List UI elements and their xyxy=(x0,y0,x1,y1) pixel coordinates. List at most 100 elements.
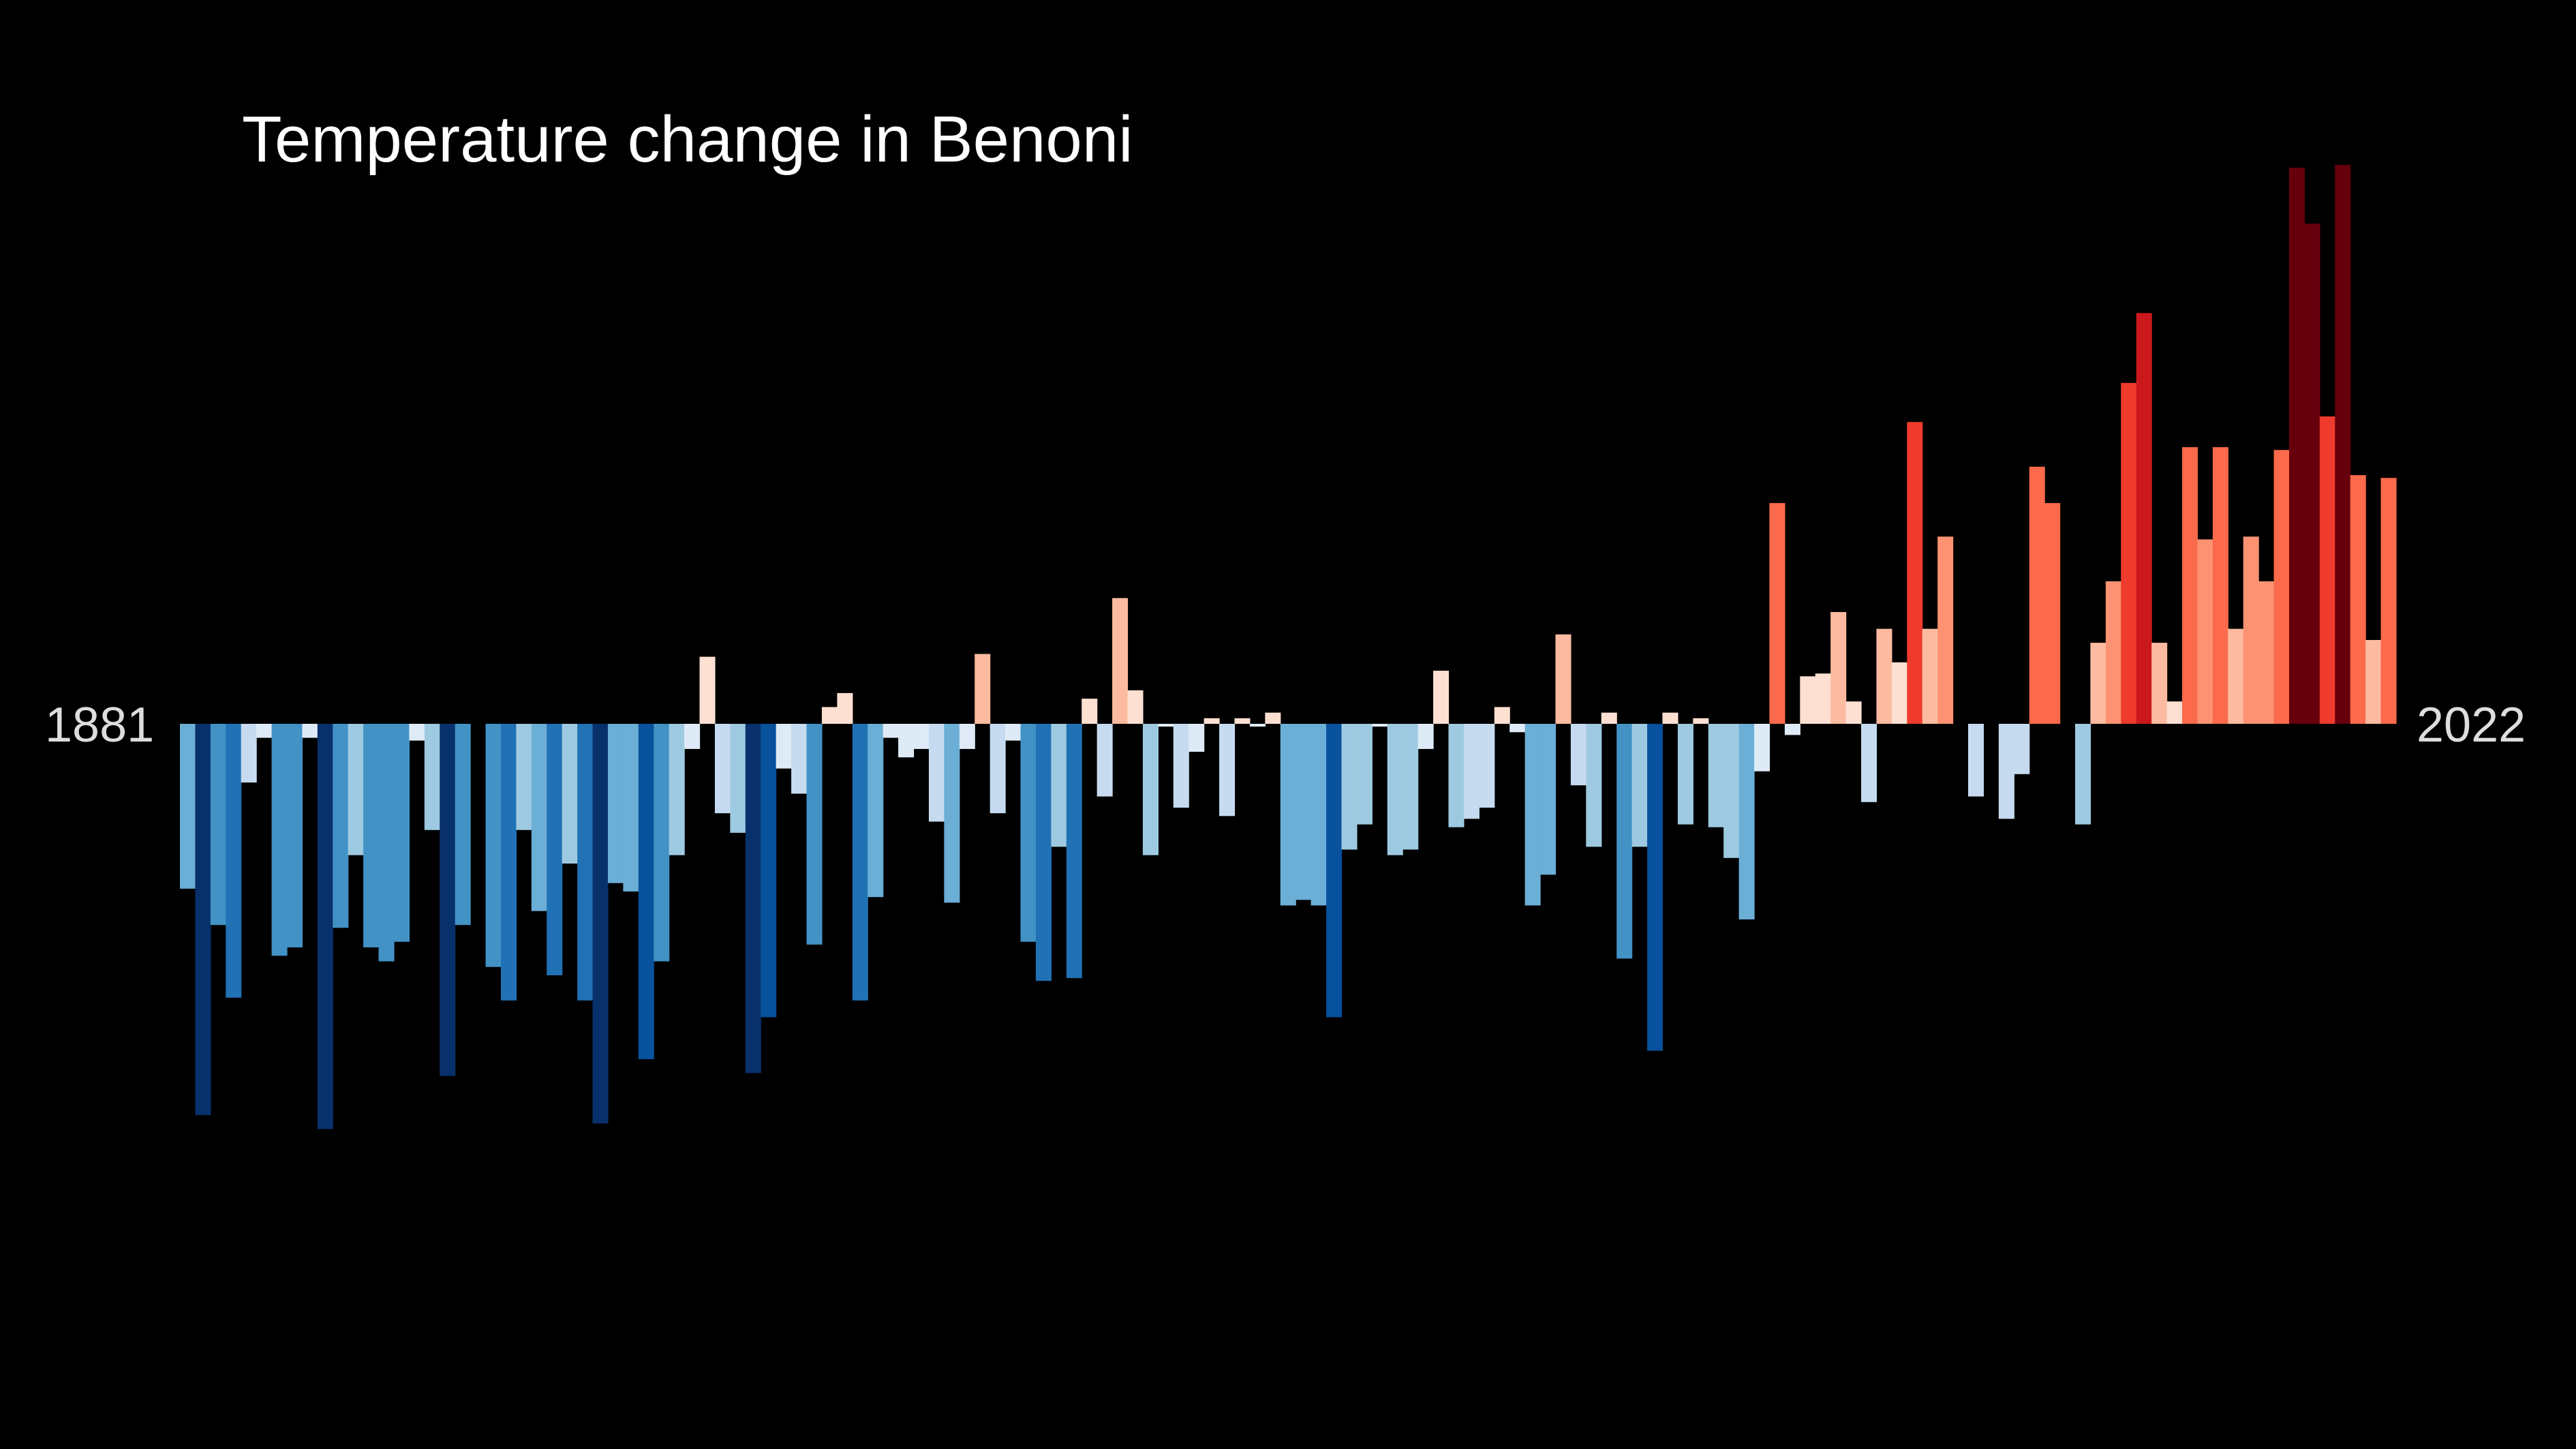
bar-1985 xyxy=(1769,503,1785,724)
bar-1926 xyxy=(868,724,884,898)
bar-2012 xyxy=(2182,447,2198,724)
bar-1928 xyxy=(898,724,915,758)
bar-2009 xyxy=(2136,313,2152,724)
bar-1945 xyxy=(1158,724,1174,727)
bar-1984 xyxy=(1754,724,1770,772)
bar-1881 xyxy=(180,724,196,889)
bar-1936 xyxy=(1020,724,1037,942)
bar-1922 xyxy=(806,724,823,945)
bar-2023 xyxy=(2350,475,2366,724)
bar-1938 xyxy=(1051,724,1067,847)
bar-1975 xyxy=(1616,724,1633,959)
bar-1974 xyxy=(1601,712,1617,724)
bar-1990 xyxy=(1845,701,1862,724)
bar-2025 xyxy=(2380,478,2397,724)
bar-1970 xyxy=(1540,724,1557,875)
bar-1994 xyxy=(1907,422,1923,724)
bar-1967 xyxy=(1494,707,1510,724)
bar-1972 xyxy=(1570,724,1586,786)
bar-1889 xyxy=(302,724,318,738)
bar-2003 xyxy=(2044,503,2061,724)
bar-2001 xyxy=(2014,724,2030,774)
bar-2002 xyxy=(2029,466,2045,724)
bar-1964 xyxy=(1448,724,1465,827)
bar-1935 xyxy=(1005,724,1022,741)
bar-1909 xyxy=(607,724,624,883)
bar-2019 xyxy=(2289,168,2305,724)
bar-1924 xyxy=(837,692,853,724)
bar-1906 xyxy=(562,724,578,864)
bar-1986 xyxy=(1784,724,1800,735)
bar-1977 xyxy=(1647,724,1663,1051)
bar-1907 xyxy=(577,724,594,1001)
bar-1897 xyxy=(424,724,440,830)
bar-1940 xyxy=(1082,699,1098,724)
bar-2005 xyxy=(2075,724,2091,825)
bar-1934 xyxy=(990,724,1006,814)
bar-1996 xyxy=(1937,536,1954,724)
bar-1982 xyxy=(1723,724,1740,858)
bar-1962 xyxy=(1417,724,1434,749)
bar-1932 xyxy=(959,724,975,749)
bar-1992 xyxy=(1876,628,1892,724)
bar-1887 xyxy=(271,724,288,956)
bar-1959 xyxy=(1372,724,1388,727)
bar-1968 xyxy=(1509,724,1526,733)
bar-2010 xyxy=(2151,643,2168,724)
bar-1910 xyxy=(623,724,639,891)
bar-1995 xyxy=(1922,628,1938,724)
bar-1987 xyxy=(1800,676,1816,724)
bar-1885 xyxy=(241,724,257,783)
bar-2018 xyxy=(2273,450,2290,724)
bar-1904 xyxy=(531,724,547,911)
bar-1965 xyxy=(1463,724,1479,819)
bar-1961 xyxy=(1402,724,1419,850)
bar-1927 xyxy=(883,724,899,738)
bar-1912 xyxy=(654,724,670,962)
bar-1882 xyxy=(195,724,211,1115)
bar-1953 xyxy=(1280,724,1296,906)
bar-1929 xyxy=(913,724,930,749)
bar-1963 xyxy=(1433,671,1450,724)
bar-1942 xyxy=(1112,598,1129,724)
bar-1925 xyxy=(852,724,868,1001)
bar-1946 xyxy=(1173,724,1189,808)
bar-1969 xyxy=(1524,724,1541,906)
bar-2022 xyxy=(2335,165,2351,724)
bar-1939 xyxy=(1066,724,1082,979)
bar-1893 xyxy=(363,724,380,947)
bar-2016 xyxy=(2243,536,2259,724)
bar-1991 xyxy=(1861,724,1877,802)
bar-1905 xyxy=(547,724,563,975)
bar-1916 xyxy=(714,724,731,814)
bar-1918 xyxy=(745,724,761,1073)
bar-1988 xyxy=(1815,673,1831,724)
bars-group xyxy=(180,165,2397,1129)
bar-1957 xyxy=(1341,724,1358,850)
bar-1949 xyxy=(1219,724,1236,817)
bar-1976 xyxy=(1631,724,1648,847)
bar-1966 xyxy=(1479,724,1495,808)
bar-1979 xyxy=(1677,724,1693,825)
end-year-label: 2022 xyxy=(2417,698,2526,752)
bar-1917 xyxy=(730,724,746,833)
bar-1915 xyxy=(699,656,716,724)
bar-1958 xyxy=(1356,724,1373,825)
bar-1903 xyxy=(516,724,532,830)
bar-1933 xyxy=(975,654,991,724)
bar-1989 xyxy=(1830,612,1847,724)
bar-1911 xyxy=(638,724,654,1059)
bar-1884 xyxy=(226,724,242,998)
chart-title: Temperature change in Benoni xyxy=(242,103,1133,176)
bar-1973 xyxy=(1586,724,1602,847)
bar-1883 xyxy=(210,724,226,926)
bar-1952 xyxy=(1265,712,1281,724)
bar-1898 xyxy=(440,724,456,1076)
bar-1947 xyxy=(1189,724,1205,752)
bar-1944 xyxy=(1142,724,1159,855)
bar-1901 xyxy=(485,724,502,967)
bar-1931 xyxy=(944,724,960,903)
bar-1993 xyxy=(1891,662,1907,724)
bar-1895 xyxy=(393,724,410,942)
